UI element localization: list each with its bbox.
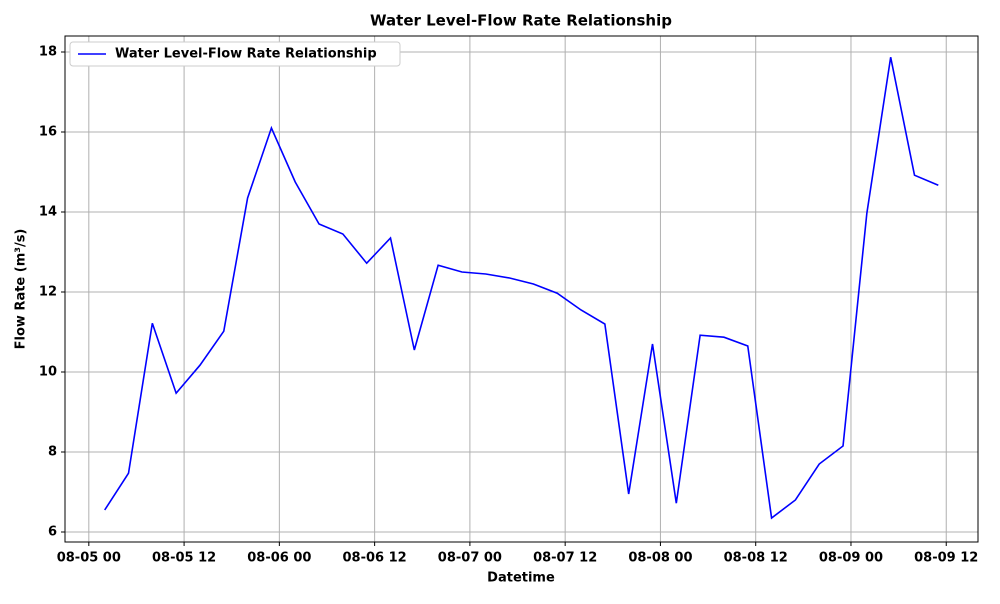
x-tick-label: 08-05 00 bbox=[57, 551, 121, 566]
x-tick-label: 08-09 12 bbox=[914, 551, 978, 566]
y-tick-label: 8 bbox=[48, 445, 57, 460]
legend-label: Water Level-Flow Rate Relationship bbox=[115, 47, 377, 62]
y-axis-label: Flow Rate (m³/s) bbox=[14, 229, 29, 350]
y-tick-label: 6 bbox=[48, 525, 57, 540]
x-tick-label: 08-05 12 bbox=[152, 551, 216, 566]
x-axis-label: Datetime bbox=[487, 571, 555, 586]
x-tick-label: 08-09 00 bbox=[819, 551, 883, 566]
data-line bbox=[104, 57, 939, 520]
legend-box bbox=[69, 41, 401, 67]
chart-title: Water Level-Flow Rate Relationship bbox=[370, 12, 672, 30]
x-tick-label: 08-08 12 bbox=[724, 551, 788, 566]
plot-frame bbox=[64, 35, 979, 543]
y-tick-label: 10 bbox=[39, 365, 57, 380]
y-tick-label: 14 bbox=[39, 205, 57, 220]
y-tick-label: 12 bbox=[39, 285, 57, 300]
x-tick-label: 08-06 00 bbox=[247, 551, 311, 566]
x-tick-label: 08-07 00 bbox=[438, 551, 502, 566]
x-tick-label: 08-07 12 bbox=[533, 551, 597, 566]
y-tick-label: 18 bbox=[39, 45, 57, 60]
x-tick-label: 08-06 12 bbox=[343, 551, 407, 566]
y-tick-label: 16 bbox=[39, 125, 57, 140]
x-tick-label: 08-08 00 bbox=[628, 551, 692, 566]
